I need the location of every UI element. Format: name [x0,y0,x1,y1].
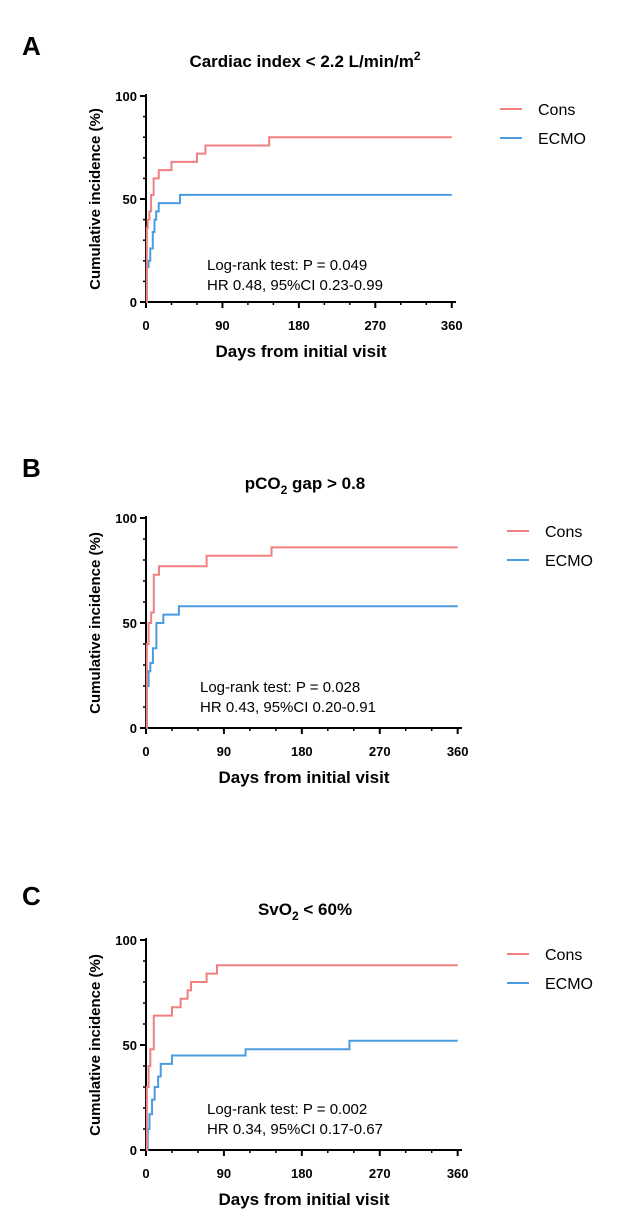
legend-label-cons: Cons [538,102,575,119]
series-line-cons [145,136,452,303]
annotation-hr: HR 0.43, 95%CI 0.20-0.91 [200,699,376,716]
annotation-logrank: Log-rank test: P = 0.002 [207,1101,367,1118]
annotation-logrank: Log-rank test: P = 0.049 [207,257,367,274]
panel-letter: B [22,453,41,483]
x-axis-title: Days from initial visit [219,768,390,787]
x-tick-label: 90 [217,1166,231,1181]
chart-panel-c: C SvO2 < 60% 0 50 100 0 90 180 270 360 Days from i… [22,881,593,1209]
x-tick-label: 0 [142,1166,149,1181]
y-tick-label: 100 [115,89,137,104]
chart-title-main: pCO [245,474,281,493]
x-tick-label: 270 [364,318,386,333]
chart-title-suffix: gap > 0.8 [287,474,365,493]
x-axis-title: Days from initial visit [216,342,387,361]
y-axis-title: Cumulative incidence (%) [87,954,104,1136]
series-line-ecmo [145,193,452,303]
y-tick-label: 0 [130,1143,137,1158]
chart-title-subscript: 2 [292,909,299,923]
y-tick-label: 100 [115,933,137,948]
x-tick-label: 90 [217,744,231,759]
y-tick-label: 50 [123,616,137,631]
x-tick-label: 360 [447,744,469,759]
x-tick-label: 0 [142,318,149,333]
y-tick-label: 0 [130,721,137,736]
legend-label-cons: Cons [545,524,582,541]
legend-label-ecmo: ECMO [545,553,593,570]
x-tick-label: 180 [288,318,310,333]
chart-title-main: SvO [258,900,292,919]
y-tick-label: 50 [123,192,137,207]
chart-title-suffix: < 60% [299,900,352,919]
x-tick-label: 270 [369,744,391,759]
series-line-cons [145,546,458,729]
panel-letter: A [22,31,41,61]
y-tick-label: 50 [123,1038,137,1053]
x-tick-label: 360 [441,318,463,333]
chart-title-main: Cardiac index < 2.2 L/min/m [189,52,413,71]
chart-title: SvO2 < 60% [258,900,352,923]
chart-title-subscript: 2 [281,483,288,497]
y-tick-label: 0 [130,295,137,310]
y-axis-title: Cumulative incidence (%) [87,108,104,290]
panel-letter: C [22,881,41,911]
series-line-cons [145,964,458,1151]
annotation-hr: HR 0.48, 95%CI 0.23-0.99 [207,277,383,294]
x-tick-label: 180 [291,1166,313,1181]
x-tick-label: 0 [142,744,149,759]
y-tick-label: 100 [115,511,137,526]
y-axis-title: Cumulative incidence (%) [87,532,104,714]
x-tick-label: 90 [215,318,229,333]
annotation-hr: HR 0.34, 95%CI 0.17-0.67 [207,1121,383,1138]
x-tick-label: 180 [291,744,313,759]
chart-title-superscript: 2 [414,49,421,63]
chart-title: pCO2 gap > 0.8 [245,474,366,497]
legend-label-ecmo: ECMO [545,976,593,993]
chart-panel-a: A Cardiac index < 2.2 L/min/m2 0 50 100 0 90 18… [22,31,586,361]
x-axis-title: Days from initial visit [219,1190,390,1209]
legend-label-cons: Cons [545,947,582,964]
chart-title: Cardiac index < 2.2 L/min/m2 [189,49,420,71]
x-tick-label: 360 [447,1166,469,1181]
x-tick-label: 270 [369,1166,391,1181]
legend-label-ecmo: ECMO [538,131,586,148]
series-line-ecmo [146,1039,458,1151]
annotation-logrank: Log-rank test: P = 0.028 [200,679,360,696]
